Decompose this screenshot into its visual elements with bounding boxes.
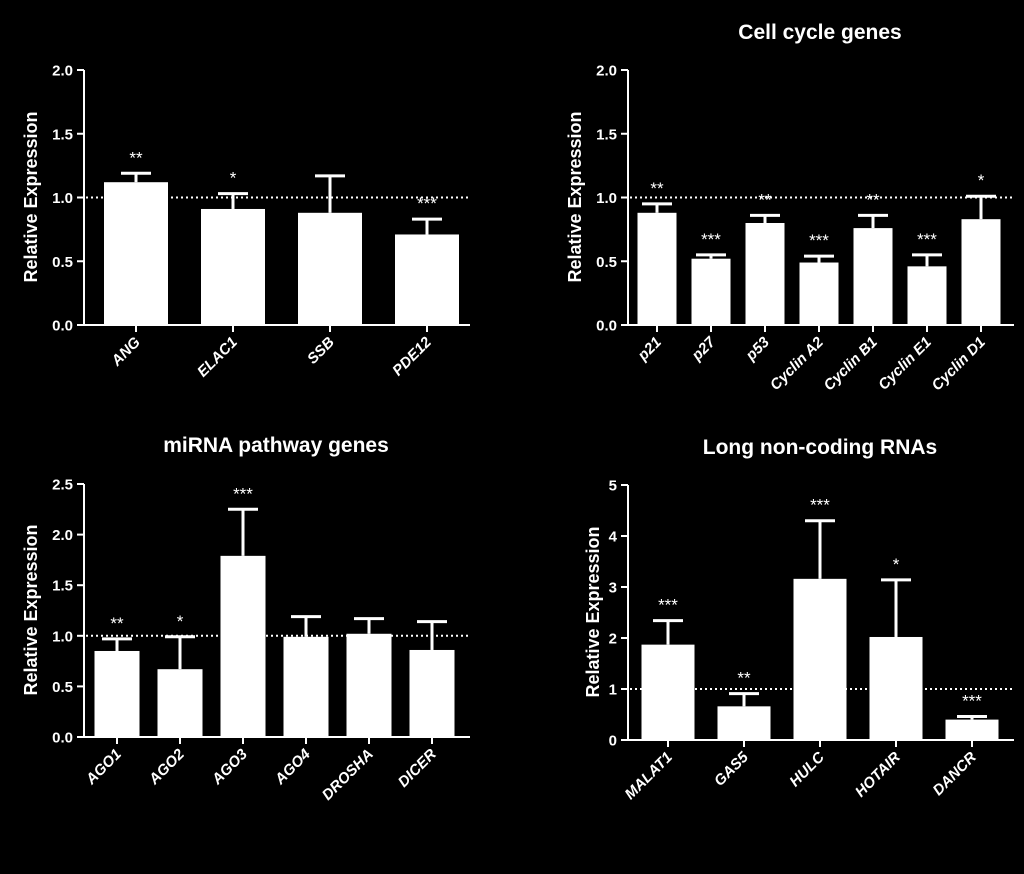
significance-marker: *** [658, 596, 678, 615]
bar-cyclin-b1 [853, 228, 893, 325]
chart-panel-1: Relative Expression 0.0 0.5 1.0 1.5 2.0 ANG ** E… [21, 63, 470, 381]
x-tick-label: PDE12 [389, 333, 435, 379]
significance-marker: ** [650, 179, 664, 198]
y-tick-label: 0.0 [596, 318, 617, 335]
y-axis-label: Relative Expression [565, 111, 585, 282]
significance-marker: ** [129, 148, 143, 167]
x-tick-label: Cyclin B1 [820, 334, 880, 394]
significance-marker: *** [809, 231, 829, 250]
bar-dicer [409, 649, 455, 737]
bar-gas5 [717, 706, 771, 740]
significance-marker: *** [233, 484, 253, 503]
x-tick-label: Cyclin D1 [928, 334, 988, 394]
x-tick-label: DROSHA [319, 746, 377, 804]
x-tick-label: p27 [688, 333, 719, 364]
bar-p53 [745, 223, 785, 325]
x-tick-label: DICER [395, 746, 440, 791]
x-tick-label: Cyclin E1 [875, 334, 935, 394]
y-tick-label: 0.0 [52, 318, 73, 335]
bar-cyclin-e1 [907, 266, 947, 325]
y-tick-label: 1.0 [596, 190, 617, 207]
y-tick-label: 2.5 [52, 477, 73, 494]
x-tick-label: AGO4 [271, 745, 314, 788]
y-tick-label: 1.5 [596, 126, 617, 143]
y-tick-label: 2.0 [52, 527, 73, 544]
y-tick-label: 2 [609, 631, 617, 648]
bar-elac1 [201, 208, 265, 325]
bar-ssb [298, 212, 362, 325]
significance-marker: ** [758, 190, 772, 209]
bar-ago2 [157, 669, 203, 737]
y-tick-label: 0.5 [596, 254, 617, 271]
significance-marker: * [893, 555, 900, 574]
chart-panel-3: miRNA pathway genes Relative Expression 0.… [21, 434, 470, 804]
y-tick-label: 1 [609, 682, 617, 699]
y-tick-label: 1.5 [52, 126, 73, 143]
y-axis-label: Relative Expression [583, 526, 603, 697]
x-tick-label: ANG [108, 334, 145, 371]
y-tick-label: 0.5 [52, 254, 73, 271]
bar-malat1 [641, 644, 695, 740]
bar-ang [104, 182, 168, 325]
x-tick-label: HOTAIR [852, 749, 904, 801]
x-tick-label: Cyclin A2 [767, 333, 827, 393]
y-tick-label: 2.0 [52, 63, 73, 80]
y-tick-label: 1.5 [52, 578, 73, 595]
significance-marker: * [230, 169, 237, 188]
bar-hulc [793, 578, 847, 740]
bar-drosha [346, 633, 392, 737]
bar-ago4 [283, 636, 329, 737]
x-tick-label: AGO3 [208, 745, 251, 788]
y-tick-label: 4 [609, 529, 618, 546]
chart-panel-2: Cell cycle genes Relative Expression 0.0 0.… [565, 21, 1014, 394]
significance-marker: *** [810, 496, 830, 515]
bar-dancr [945, 719, 999, 740]
y-tick-label: 3 [609, 580, 617, 597]
x-tick-label: AGO1 [82, 746, 125, 789]
x-tick-label: HULC [786, 748, 828, 790]
significance-marker: *** [701, 230, 721, 249]
significance-marker: ** [737, 669, 751, 688]
significance-marker: * [978, 171, 985, 190]
bar-cyclin-a2 [799, 262, 839, 325]
significance-marker: *** [962, 692, 982, 711]
bar-pde12 [395, 234, 459, 325]
x-tick-label: MALAT1 [622, 749, 676, 803]
bar-cyclin-d1 [961, 219, 1001, 325]
y-axis-label: Relative Expression [21, 524, 41, 695]
y-tick-label: 0.5 [52, 679, 73, 696]
significance-marker: *** [417, 194, 437, 213]
y-axis-label: Relative Expression [21, 111, 41, 282]
significance-marker: ** [866, 190, 880, 209]
x-tick-label: p53 [742, 333, 773, 364]
bar-ago3 [220, 555, 266, 737]
x-tick-label: ELAC1 [194, 334, 241, 381]
y-tick-label: 1.0 [52, 190, 73, 207]
y-tick-label: 2.0 [596, 63, 617, 80]
x-tick-label: SSB [304, 334, 338, 368]
significance-marker: ** [110, 614, 124, 633]
x-tick-label: p21 [634, 334, 665, 365]
chart-title: miRNA pathway genes [163, 434, 389, 457]
x-tick-label: AGO2 [145, 745, 188, 788]
significance-marker: *** [917, 230, 937, 249]
y-tick-label: 0 [609, 733, 617, 750]
y-tick-label: 0.0 [52, 730, 73, 747]
bar-p27 [691, 258, 731, 325]
bar-ago1 [94, 650, 140, 737]
chart-title: Cell cycle genes [738, 21, 901, 44]
chart-panel-4: Long non-coding RNAs Relative Expression 0… [583, 436, 1014, 803]
y-tick-label: 1.0 [52, 628, 73, 645]
y-tick-label: 5 [609, 478, 617, 495]
chart-title: Long non-coding RNAs [703, 436, 937, 459]
significance-marker: * [177, 612, 184, 631]
bar-p21 [637, 212, 677, 325]
x-tick-label: GAS5 [711, 748, 752, 789]
x-tick-label: DANCR [930, 749, 980, 799]
